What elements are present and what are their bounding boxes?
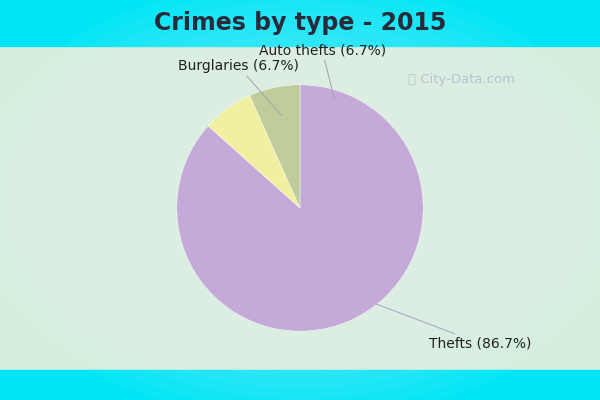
Wedge shape <box>250 85 300 208</box>
Text: Thefts (86.7%): Thefts (86.7%) <box>376 304 532 350</box>
Text: Crimes by type - 2015: Crimes by type - 2015 <box>154 11 446 35</box>
Wedge shape <box>177 85 423 331</box>
Text: Burglaries (6.7%): Burglaries (6.7%) <box>178 59 299 116</box>
Text: ⓘ City-Data.com: ⓘ City-Data.com <box>409 74 515 86</box>
Wedge shape <box>208 96 300 208</box>
Text: Auto thefts (6.7%): Auto thefts (6.7%) <box>259 43 386 100</box>
